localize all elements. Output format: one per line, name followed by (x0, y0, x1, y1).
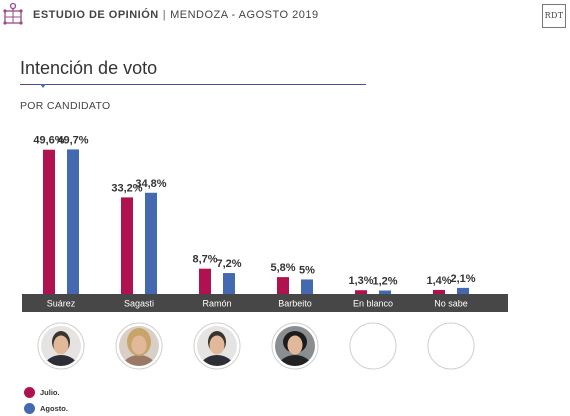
category-label: Suárez (47, 299, 76, 309)
legend-julio-swatch (24, 387, 35, 398)
data-label-julio: 1,4% (426, 275, 451, 287)
bar-agosto (145, 192, 157, 294)
header-separator: | (162, 9, 167, 21)
title-rule (20, 84, 366, 85)
data-label-agosto: 1,2% (372, 276, 397, 288)
data-label-julio: 33,2% (111, 182, 142, 194)
bar-julio (433, 289, 445, 294)
bar-julio (199, 268, 211, 294)
legend-julio: Julio. (24, 387, 60, 398)
study-label: ESTUDIO DE OPINIÓN (33, 9, 159, 21)
bar-agosto (223, 273, 235, 294)
portrait-photo (275, 326, 315, 366)
chart-subtitle: POR CANDIDATO (20, 100, 111, 112)
legend-agosto: Agosto. (24, 403, 68, 414)
bar-agosto (379, 290, 391, 294)
data-label-julio: 8,7% (192, 254, 217, 266)
category-label: No sabe (434, 299, 468, 309)
portrait-photo (197, 326, 237, 366)
legend-agosto-label: Agosto. (40, 404, 68, 413)
legend-julio-label: Julio. (40, 388, 60, 397)
portrait-photo (119, 326, 159, 366)
portrait-frame (349, 322, 397, 370)
data-label-agosto: 49,7% (57, 134, 88, 146)
category-label: Sagasti (124, 299, 154, 309)
data-label-julio: 49,6% (33, 135, 64, 147)
bar-julio (355, 290, 367, 294)
place-date: MENDOZA - AGOSTO 2019 (170, 9, 319, 21)
category-label: En blanco (353, 299, 393, 309)
portrait-frame (427, 322, 475, 370)
legend-agosto-swatch (24, 403, 35, 414)
bar-julio (277, 277, 289, 294)
category-label: Ramón (202, 299, 231, 309)
header-title: ESTUDIO DE OPINIÓN | MENDOZA - AGOSTO 2019 (33, 9, 319, 21)
chart-title: Intención de voto (20, 58, 158, 78)
bar-julio (43, 149, 55, 294)
category-label: Barbeito (278, 299, 312, 309)
category-band (22, 294, 508, 312)
data-label-agosto: 7,2% (216, 258, 241, 270)
bar-agosto (67, 149, 79, 294)
portrait-photo (41, 326, 81, 366)
data-label-julio: 5,8% (270, 262, 295, 274)
bar-julio (121, 197, 133, 294)
data-label-agosto: 34,8% (135, 178, 166, 190)
title-marker (40, 84, 46, 88)
data-label-agosto: 2,1% (450, 273, 475, 285)
bar-agosto (457, 287, 469, 294)
brand-logo: RDT (542, 4, 566, 28)
data-label-agosto: 5% (299, 264, 315, 276)
header: ESTUDIO DE OPINIÓN | MENDOZA - AGOSTO 2019… (0, 0, 570, 32)
bar-agosto (301, 279, 313, 294)
network-logo-icon (3, 2, 23, 25)
data-label-julio: 1,3% (348, 275, 373, 287)
